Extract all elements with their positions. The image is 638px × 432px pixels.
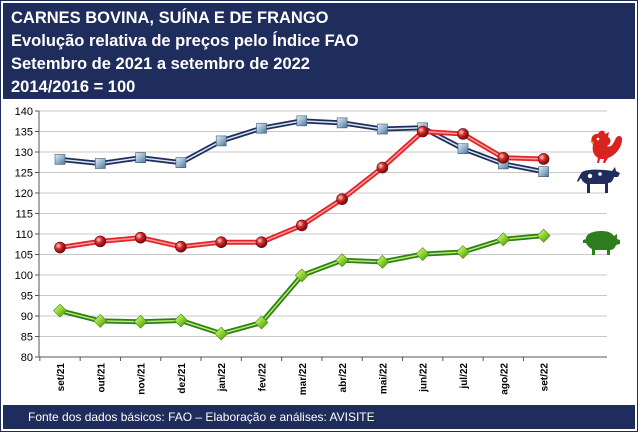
x-tick-label: fev/22 bbox=[258, 363, 269, 392]
beef-point bbox=[95, 158, 106, 169]
pork-point bbox=[254, 315, 269, 330]
pork-series-line bbox=[59, 233, 544, 337]
y-tick-label: 130 bbox=[15, 147, 33, 159]
x-tick-label: jul/22 bbox=[459, 363, 470, 390]
x-tick-label: jan/22 bbox=[217, 363, 228, 393]
chicken-point bbox=[537, 153, 550, 165]
beef-point bbox=[457, 143, 469, 155]
chart-base-note: 2014/2016 = 100 bbox=[11, 78, 136, 96]
x-tick-label: nov/21 bbox=[137, 363, 148, 395]
beef-series-highlight bbox=[59, 120, 544, 173]
x-tick-label: ago/22 bbox=[499, 363, 510, 395]
pig-icon bbox=[583, 231, 620, 255]
chicken-point bbox=[94, 235, 107, 248]
x-tick-label: jun/22 bbox=[419, 363, 430, 393]
y-tick-label: 105 bbox=[15, 250, 33, 262]
x-tick-label: set/21 bbox=[56, 363, 67, 392]
pork-point bbox=[415, 247, 430, 262]
beef-point bbox=[296, 115, 308, 127]
y-tick-label: 135 bbox=[15, 127, 33, 139]
y-tick-label: 100 bbox=[15, 270, 33, 282]
y-tick-label: 125 bbox=[15, 168, 33, 180]
cow-icon bbox=[577, 167, 620, 193]
x-tick-label: set/22 bbox=[540, 363, 551, 392]
x-tick-label: mai/22 bbox=[378, 363, 389, 395]
chicken-point bbox=[255, 236, 268, 248]
beef-point bbox=[377, 123, 388, 135]
x-tick-label: dez/21 bbox=[177, 363, 188, 394]
pork-point bbox=[375, 254, 390, 269]
chicken-point bbox=[376, 161, 389, 174]
beef-point bbox=[135, 152, 146, 164]
chicken-point bbox=[416, 125, 429, 138]
y-tick-label: 90 bbox=[21, 311, 33, 323]
chart-header: CARNES BOVINA, SUÍNA E DE FRANGO Evoluçã… bbox=[3, 3, 635, 99]
chart-period: Setembro de 2021 a setembro de 2022 bbox=[11, 55, 310, 73]
chicken-point bbox=[497, 151, 510, 164]
chicken-point bbox=[336, 193, 348, 205]
y-axis-labels: 80 85 90 95 100 105 110 115 120 125 130 135 140 bbox=[15, 106, 33, 364]
y-tick-label: 85 bbox=[21, 332, 33, 344]
chart-title: CARNES BOVINA, SUÍNA E DE FRANGO bbox=[11, 9, 329, 27]
chicken-point bbox=[54, 241, 66, 254]
x-tick-label: out/21 bbox=[96, 363, 107, 393]
beef-point bbox=[256, 122, 267, 134]
beef-point bbox=[538, 166, 549, 177]
series-markers bbox=[53, 115, 551, 341]
beef-point bbox=[54, 154, 66, 165]
beef-point bbox=[336, 117, 348, 129]
chicken-point bbox=[457, 128, 469, 140]
chicken-point bbox=[295, 219, 308, 232]
pork-point bbox=[53, 303, 67, 318]
x-tick-label: abr/22 bbox=[338, 363, 349, 393]
pork-point bbox=[294, 268, 309, 283]
pork-point bbox=[173, 313, 188, 328]
price-index-chart: 80 85 90 95 100 105 110 115 120 125 130 135 140 set/… bbox=[15, 106, 623, 396]
source-note: Fonte dos dados básicos: FAO – Elaboraçã… bbox=[28, 410, 375, 424]
chart-footer: Fonte dos dados básicos: FAO – Elaboraçã… bbox=[3, 405, 635, 429]
pork-point bbox=[93, 313, 108, 328]
pork-point bbox=[496, 232, 511, 247]
y-tick-label: 80 bbox=[21, 352, 33, 364]
pork-point bbox=[214, 326, 229, 341]
axes bbox=[35, 110, 607, 361]
beef-series-line bbox=[59, 118, 545, 175]
x-axis-labels: set/21 out/21 nov/21 dez/21 jan/22 fev/22 mar/… bbox=[56, 363, 551, 396]
y-tick-label: 95 bbox=[21, 291, 33, 303]
y-tick-label: 120 bbox=[15, 188, 33, 200]
chicken-point bbox=[175, 240, 187, 253]
pork-point bbox=[456, 245, 470, 259]
pork-point bbox=[536, 228, 551, 243]
beef-point bbox=[175, 157, 187, 168]
chart-subtitle: Evolução relativa de preços pelo Índice … bbox=[11, 32, 359, 50]
grid-lines bbox=[39, 110, 607, 337]
y-tick-label: 110 bbox=[15, 229, 33, 241]
rooster-icon bbox=[590, 130, 623, 163]
pork-point bbox=[133, 314, 148, 329]
beef-point bbox=[215, 135, 227, 147]
chicken-point bbox=[134, 231, 147, 244]
y-tick-label: 115 bbox=[15, 209, 33, 221]
chicken-point bbox=[215, 236, 227, 248]
y-tick-label: 140 bbox=[15, 106, 33, 118]
pork-point bbox=[335, 253, 350, 268]
x-tick-label: mar/22 bbox=[298, 363, 309, 396]
